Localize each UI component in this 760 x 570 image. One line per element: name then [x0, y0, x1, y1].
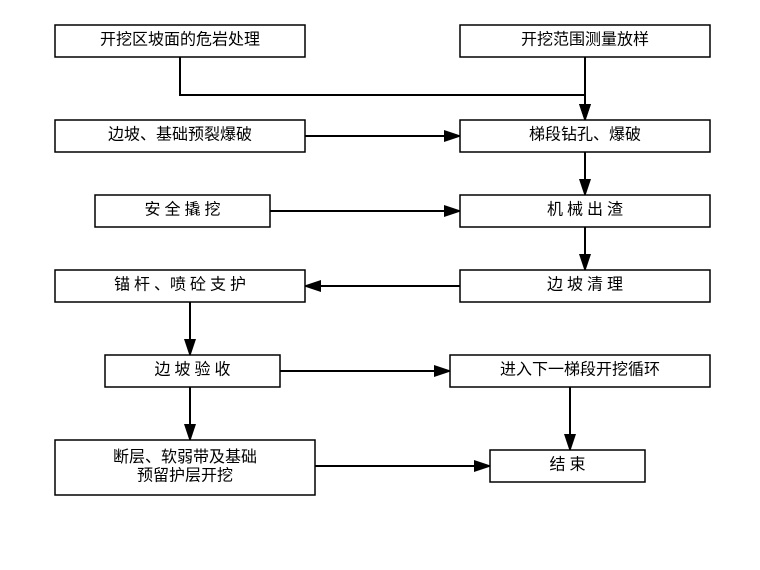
node-label: 开挖范围测量放样 — [521, 31, 649, 49]
node-n5: 安 全 撬 挖 — [95, 195, 270, 227]
node-label: 锚 杆 、喷 砼 支 护 — [114, 276, 246, 294]
node-label: 边 坡 清 理 — [547, 276, 623, 294]
node-label: 边 坡 验 收 — [154, 361, 230, 379]
node-label: 开挖区坡面的危岩处理 — [100, 31, 260, 49]
node-n10: 进入下一梯段开挖循环 — [450, 355, 710, 387]
node-n4: 梯段钻孔、爆破 — [460, 120, 710, 152]
node-label: 断层、软弱带及基础 — [113, 448, 257, 466]
node-n7: 锚 杆 、喷 砼 支 护 — [55, 270, 305, 302]
node-label: 结 束 — [549, 456, 585, 474]
node-n8: 边 坡 清 理 — [460, 270, 710, 302]
node-label: 安 全 撬 挖 — [144, 201, 220, 219]
edge-n1-n4 — [180, 57, 585, 120]
node-n12: 结 束 — [490, 450, 645, 482]
node-n11: 断层、软弱带及基础预留护层开挖 — [55, 440, 315, 495]
node-label: 机 械 出 渣 — [547, 201, 623, 219]
edges-layer — [180, 57, 585, 466]
node-label: 预留护层开挖 — [137, 466, 233, 484]
node-n1: 开挖区坡面的危岩处理 — [55, 25, 305, 57]
node-n6: 机 械 出 渣 — [460, 195, 710, 227]
node-n9: 边 坡 验 收 — [105, 355, 280, 387]
node-n2: 开挖范围测量放样 — [460, 25, 710, 57]
node-label: 进入下一梯段开挖循环 — [500, 361, 660, 379]
node-label: 梯段钻孔、爆破 — [529, 125, 641, 144]
node-n3: 边坡、基础预裂爆破 — [55, 120, 305, 152]
flowchart-canvas: 开挖区坡面的危岩处理 开挖范围测量放样边坡、基础预裂爆破 梯段钻孔、爆破安 全 撬 … — [0, 0, 760, 570]
node-label: 边坡、基础预裂爆破 — [108, 125, 252, 144]
